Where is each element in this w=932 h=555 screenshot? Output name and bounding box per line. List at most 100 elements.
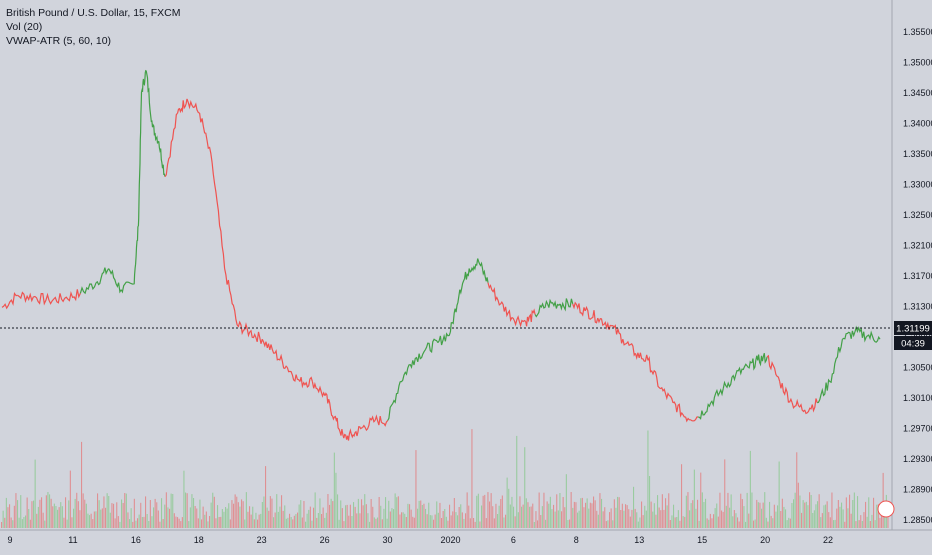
volume-bar (362, 505, 364, 528)
series-segment (108, 268, 122, 294)
time-axis[interactable]: 9 11 16 18 23 26 30 2020 6 8 13 15 20 22 (7, 535, 833, 545)
volume-bar (564, 507, 566, 528)
volume-bar (676, 517, 678, 528)
volume-bar (237, 502, 239, 528)
volume-bar (818, 494, 820, 528)
volume-bar (593, 496, 595, 528)
volume-bar (810, 495, 812, 528)
volume-bar (530, 506, 532, 528)
volume-bar (737, 517, 739, 528)
volume-bar (177, 517, 179, 528)
volume-bar (804, 502, 806, 528)
volume-bar (697, 499, 699, 528)
volume-bar (13, 505, 15, 528)
volume-bar (458, 507, 460, 528)
volume-bar (55, 506, 57, 528)
price-tick-label: 1.30100 (903, 393, 932, 403)
volume-bar (255, 512, 257, 528)
volume-bar (695, 508, 697, 528)
volume-bar (229, 519, 231, 528)
volume-bars (1, 429, 889, 528)
volume-bar (463, 518, 465, 528)
volume-bar (477, 493, 479, 528)
volume-bar (509, 504, 511, 528)
price-tick-label: 1.33000 (903, 180, 932, 190)
volume-bar (545, 519, 547, 528)
time-tick-label: 9 (7, 535, 12, 545)
volume-bar (50, 498, 52, 528)
volume-bar (180, 521, 182, 528)
volume-bar (527, 502, 529, 528)
volume-bar (714, 508, 716, 528)
volume-bar (97, 493, 99, 528)
volume-bar (111, 503, 113, 528)
volume-bar (212, 492, 214, 528)
volume-bar (770, 515, 772, 528)
volume-bar (153, 507, 155, 528)
volume-bar (687, 492, 689, 528)
series-segment (468, 258, 480, 273)
volume-bar (329, 504, 331, 528)
legend-volume[interactable]: Vol (20) (6, 21, 43, 33)
volume-bar (370, 499, 372, 528)
series-segment (17, 291, 34, 304)
volume-bar (532, 503, 534, 528)
series-segment (362, 415, 376, 432)
volume-bar (831, 492, 833, 528)
series-segment (48, 293, 66, 305)
volume-bar (589, 502, 591, 528)
volume-bar (313, 507, 315, 528)
volume-bar (4, 517, 6, 528)
volume-bar (109, 512, 111, 528)
series-segment (597, 317, 611, 330)
volume-bar (791, 503, 793, 528)
volume-bar (89, 515, 91, 528)
volume-bar (801, 512, 803, 528)
countdown-value: 04:39 (901, 339, 925, 350)
volume-bar (205, 511, 207, 528)
volume-bar (375, 518, 377, 528)
volume-bar (815, 504, 817, 528)
series-segment (236, 320, 251, 338)
volume-bar (349, 504, 351, 528)
volume-bar (482, 495, 484, 528)
volume-bar (649, 476, 651, 528)
volume-bar (172, 494, 174, 528)
price-tick-label: 1.29700 (903, 424, 932, 434)
volume-bar (103, 496, 105, 528)
volume-bar (285, 518, 287, 528)
volume-bar (769, 501, 771, 528)
price-axis[interactable]: 1.35500 1.35000 1.34500 1.34000 1.33500 1.330… (903, 27, 932, 525)
volume-bar (300, 500, 302, 528)
volume-bar (708, 519, 710, 528)
volume-bar (773, 504, 775, 528)
volume-bar (117, 516, 119, 528)
volume-bar (130, 508, 132, 528)
legend-indicator[interactable]: VWAP-ATR (5, 60, 10) (6, 35, 112, 47)
volume-bar (457, 515, 459, 528)
volume-bar (341, 508, 343, 528)
volume-bar (82, 493, 84, 528)
volume-bar (60, 502, 62, 528)
volume-bar (850, 513, 852, 528)
volume-bar (10, 517, 12, 528)
volume-bar (178, 518, 180, 528)
volume-bar (141, 517, 143, 528)
volume-bar (537, 520, 539, 528)
volume-bar (631, 509, 633, 528)
volume-bar (570, 492, 572, 528)
tradingview-logo[interactable] (877, 500, 895, 518)
volume-bar (717, 516, 719, 528)
volume-bar (583, 507, 585, 528)
volume-bar (418, 500, 420, 528)
series-segment (177, 98, 188, 114)
volume-bar (549, 496, 551, 528)
volume-bar (93, 511, 95, 528)
volume-bar (492, 506, 494, 528)
volume-bar (52, 506, 54, 528)
volume-bar (135, 520, 137, 528)
legend-symbol[interactable]: British Pound / U.S. Dollar, 15, FXCM (6, 7, 181, 19)
volume-bar (325, 512, 327, 528)
